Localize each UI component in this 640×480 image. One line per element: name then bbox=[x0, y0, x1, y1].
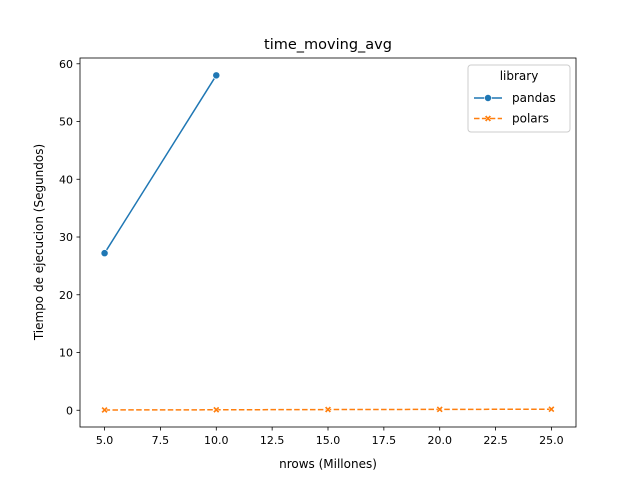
y-tick-label: 40 bbox=[59, 173, 73, 186]
x-tick-label: 12.5 bbox=[260, 434, 285, 447]
plot-layer bbox=[100, 71, 555, 414]
y-tick-label: 10 bbox=[59, 347, 73, 360]
legend-title: library bbox=[500, 69, 539, 83]
y-tick-label: 0 bbox=[66, 404, 73, 417]
y-axis-label: Tiempo de ejecucion (Segundos) bbox=[32, 144, 46, 341]
x-tick-label: 22.5 bbox=[483, 434, 508, 447]
legend-label-polars: polars bbox=[512, 112, 549, 126]
y-tick-label: 60 bbox=[59, 58, 73, 71]
data-point-polars bbox=[324, 406, 332, 414]
x-tick-label: 10.0 bbox=[204, 434, 229, 447]
legend-marker-pandas bbox=[484, 94, 492, 102]
x-tick-label: 7.5 bbox=[152, 434, 170, 447]
data-point-polars bbox=[212, 406, 220, 414]
legend-label-pandas: pandas bbox=[512, 91, 556, 105]
series-line-pandas bbox=[103, 74, 217, 254]
data-point-pandas bbox=[100, 249, 109, 258]
data-point-polars bbox=[101, 406, 109, 414]
x-tick-label: 20.0 bbox=[427, 434, 452, 447]
data-point-pandas bbox=[212, 71, 221, 80]
y-tick-label: 50 bbox=[59, 116, 73, 129]
chart-title: time_moving_avg bbox=[264, 37, 392, 53]
x-tick-label: 5.0 bbox=[96, 434, 114, 447]
y-tick-label: 30 bbox=[59, 231, 73, 244]
data-point-polars bbox=[547, 405, 555, 413]
legend-entries: pandas polars bbox=[474, 91, 556, 126]
x-axis-label: nrows (Millones) bbox=[279, 457, 377, 471]
y-tick-label: 20 bbox=[59, 289, 73, 302]
legend-box bbox=[467, 64, 571, 133]
legend-marker-polars bbox=[484, 114, 492, 123]
ticks-layer: 5.0 7.5 10.0 12.5 15.0 17.5 20.0 22.5 25.0 0 10 20 3… bbox=[59, 58, 564, 447]
x-tick-label: 25.0 bbox=[539, 434, 564, 447]
data-point-polars bbox=[436, 405, 444, 413]
legend: library pandas polars bbox=[467, 64, 571, 133]
x-tick-label: 15.0 bbox=[316, 434, 341, 447]
x-tick-label: 17.5 bbox=[372, 434, 397, 447]
